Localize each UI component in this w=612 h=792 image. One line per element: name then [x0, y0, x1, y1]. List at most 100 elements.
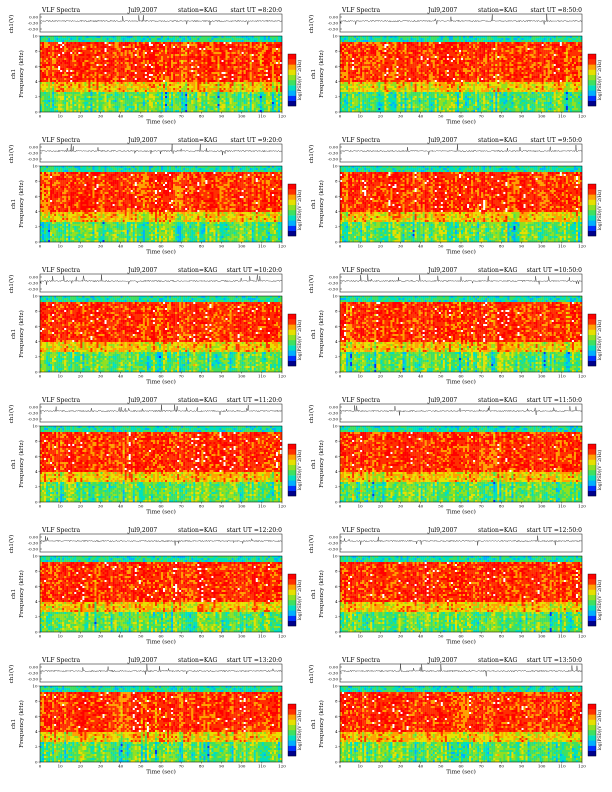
panel-start-ut: start UT =11:20:0 [227, 397, 283, 404]
x-tick-label: 100 [538, 504, 546, 509]
y-tick-label: 10 [332, 163, 338, 168]
ch1-waveform [39, 404, 283, 415]
x-tick-label: 40 [418, 634, 424, 639]
trace-frame [39, 403, 283, 423]
y-axis-label: Frequency (kHz) [318, 440, 325, 488]
x-tick-label: 90 [519, 114, 525, 119]
x-tick-label: 100 [538, 374, 546, 379]
panel-title: VLF Spectra [41, 527, 81, 534]
x-tick-label: 20 [78, 244, 84, 249]
x-tick-label: 70 [479, 504, 485, 509]
x-tick-label: 20 [78, 504, 84, 509]
trace-ylabel: ch1(V) [8, 275, 15, 294]
x-tick-label: 70 [179, 374, 185, 379]
x-tick-label: 50 [438, 374, 444, 379]
x-axis-label: Time (sec) [446, 249, 476, 256]
y-tick-label: 8 [335, 439, 338, 444]
panel-title: VLF Spectra [341, 137, 381, 144]
x-tick-label: 50 [138, 244, 144, 249]
panel-date: Jul9,2007 [427, 397, 457, 404]
x-tick-label: 20 [378, 244, 384, 249]
y-tick-label: 6 [35, 64, 38, 69]
ch1-waveform [339, 405, 583, 416]
panel-station: station=KAG [178, 397, 217, 404]
colorbar-label: log(PSD)(V^2/Hz) [298, 59, 303, 100]
channel-label: ch1 [311, 719, 317, 729]
x-tick-label: 40 [418, 764, 424, 769]
panel-start-ut: start UT =13:50:0 [527, 657, 583, 664]
spectrogram-svg: VLF Spectra Jul9,2007 station=KAG start UT … [8, 267, 303, 386]
x-tick-label: 0 [339, 374, 342, 379]
x-tick-label: 90 [219, 114, 225, 119]
y-tick-label: 10 [32, 293, 38, 298]
y-tick-label: 2 [35, 224, 38, 229]
spectrogram-cells [340, 296, 583, 373]
colorbar-label: log(PSD)(V^2/Hz) [298, 319, 303, 360]
x-tick-label: 70 [179, 764, 185, 769]
colorbar [587, 703, 597, 757]
trace-ylabel: ch1(V) [308, 535, 315, 554]
channel-label: ch1 [311, 69, 317, 79]
y-tick-label: 0 [335, 629, 338, 634]
x-tick-label: 0 [39, 244, 42, 249]
x-axis-label: Time (sec) [446, 379, 476, 386]
x-tick-label: 70 [479, 244, 485, 249]
x-tick-label: 40 [118, 114, 124, 119]
x-tick-label: 100 [238, 114, 246, 119]
x-tick-label: 0 [339, 504, 342, 509]
y-tick-label: 4 [35, 599, 38, 604]
trace-tick-label: -0.30 [328, 670, 339, 675]
y-axis-label: Frequency (kHz) [18, 570, 25, 618]
x-tick-label: 110 [258, 374, 266, 379]
trace-tick-label: -0.50 [328, 676, 339, 681]
panel-date: Jul9,2007 [427, 657, 457, 664]
x-tick-label: 60 [458, 504, 464, 509]
panel-start-ut: start UT =8:50:0 [530, 7, 582, 14]
y-tick-label: 8 [335, 309, 338, 314]
spectrogram-panel: VLF Spectra Jul9,2007 station=KAG start UT … [4, 394, 304, 522]
channel-label: ch1 [11, 329, 17, 339]
y-tick-label: 6 [335, 324, 338, 329]
y-tick-label: 10 [332, 33, 338, 38]
y-tick-label: 6 [335, 64, 338, 69]
spectrogram-cells [40, 686, 283, 763]
x-tick-label: 70 [479, 764, 485, 769]
ch1-waveform [339, 13, 583, 25]
x-tick-label: 50 [438, 504, 444, 509]
x-tick-label: 30 [98, 244, 104, 249]
x-tick-label: 0 [339, 634, 342, 639]
x-tick-label: 0 [39, 634, 42, 639]
x-tick-label: 110 [558, 244, 566, 249]
trace-tick-label: -0.50 [28, 546, 39, 551]
x-axis-label: Time (sec) [146, 769, 176, 776]
x-tick-label: 80 [199, 504, 205, 509]
x-tick-label: 80 [499, 114, 505, 119]
x-tick-label: 120 [278, 634, 286, 639]
x-tick-label: 90 [519, 764, 525, 769]
x-axis-label: Time (sec) [446, 639, 476, 646]
x-axis-label: Time (sec) [446, 509, 476, 516]
x-tick-label: 40 [118, 244, 124, 249]
ch1-waveform [39, 536, 283, 546]
ch1-waveform [339, 274, 583, 285]
y-axis-label: Frequency (kHz) [18, 310, 25, 358]
trace-tick-label: -0.30 [328, 540, 339, 545]
x-tick-label: 120 [578, 764, 586, 769]
x-tick-label: 60 [158, 244, 164, 249]
trace-tick-label: 0.00 [29, 144, 38, 149]
x-tick-label: 80 [499, 634, 505, 639]
x-axis-label: Time (sec) [146, 509, 176, 516]
y-tick-label: 8 [35, 49, 38, 54]
y-tick-label: 6 [335, 714, 338, 719]
y-tick-label: 8 [35, 439, 38, 444]
colorbar [287, 313, 297, 367]
channel-label: ch1 [11, 199, 17, 209]
y-tick-label: 2 [335, 484, 338, 489]
channel-label: ch1 [11, 589, 17, 599]
panel-start-ut: start UT =9:20:0 [230, 137, 282, 144]
panel-date: Jul9,2007 [427, 527, 457, 534]
trace-tick-label: -0.50 [328, 416, 339, 421]
x-tick-label: 20 [78, 764, 84, 769]
y-tick-label: 4 [335, 469, 338, 474]
x-tick-label: 120 [278, 244, 286, 249]
